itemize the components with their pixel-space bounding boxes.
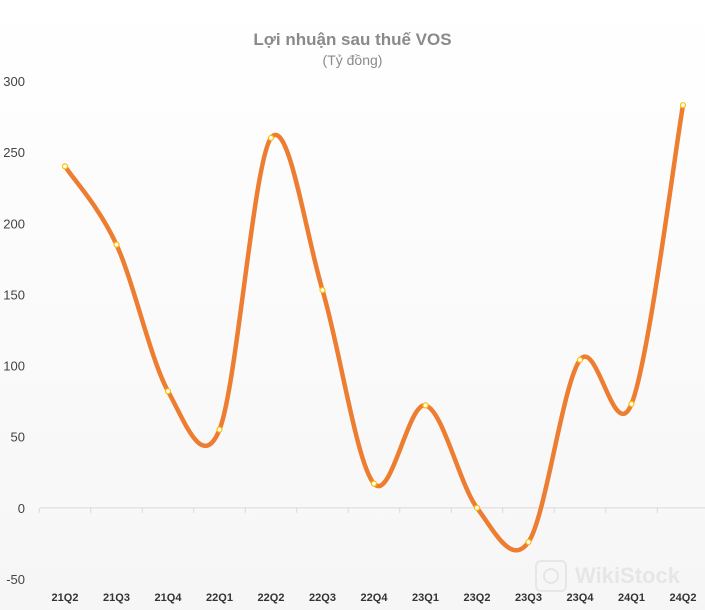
data-point-21Q2 <box>61 163 69 170</box>
watermark: WikiStock <box>535 558 705 594</box>
y-tick-label: 200 <box>3 216 25 231</box>
x-tick-label: 24Q1 <box>618 592 645 604</box>
x-tick-label: 22Q1 <box>206 592 233 604</box>
x-tick-label: 23Q1 <box>412 592 439 604</box>
y-tick-label: -50 <box>6 572 25 587</box>
x-tick-label: 24Q2 <box>670 592 697 604</box>
x-tick-label: 22Q4 <box>361 592 389 604</box>
x-tick-label: 22Q3 <box>309 592 336 604</box>
data-point-24Q1 <box>628 400 635 408</box>
data-point-22Q2 <box>267 134 275 142</box>
data-point-23Q2 <box>473 504 481 511</box>
data-point-24Q2 <box>679 102 687 109</box>
data-point-23Q3 <box>525 538 532 546</box>
data-point-22Q1 <box>216 426 223 433</box>
chart-subtitle: (Tỷ đồng) <box>322 52 383 68</box>
data-point-23Q4 <box>576 356 584 363</box>
x-tick-label: 23Q3 <box>515 592 542 604</box>
x-tick-label: 21Q4 <box>155 592 183 604</box>
data-point-22Q3 <box>319 287 326 294</box>
y-tick-label: 100 <box>3 359 25 374</box>
watermark-text: WikiStock <box>575 563 680 588</box>
data-point-21Q4 <box>164 388 172 395</box>
x-tick-label: 23Q4 <box>567 592 595 604</box>
watermark-logo-icon <box>535 560 567 592</box>
x-tick-label: 22Q2 <box>258 592 285 604</box>
y-tick-label: 250 <box>3 145 25 160</box>
y-tick-label: 300 <box>3 74 25 89</box>
x-tick-label: 21Q2 <box>52 592 79 604</box>
x-tick-label: 23Q2 <box>464 592 491 604</box>
y-tick-label: 150 <box>3 287 25 302</box>
y-tick-label: 0 <box>18 501 25 516</box>
x-tick-label: 21Q3 <box>103 592 130 604</box>
chart-title: Lợi nhuận sau thuế VOS <box>253 30 452 49</box>
data-point-23Q1 <box>422 402 429 409</box>
y-tick-label: 50 <box>11 430 25 445</box>
data-point-22Q4 <box>370 480 378 487</box>
data-point-21Q3 <box>113 241 120 248</box>
